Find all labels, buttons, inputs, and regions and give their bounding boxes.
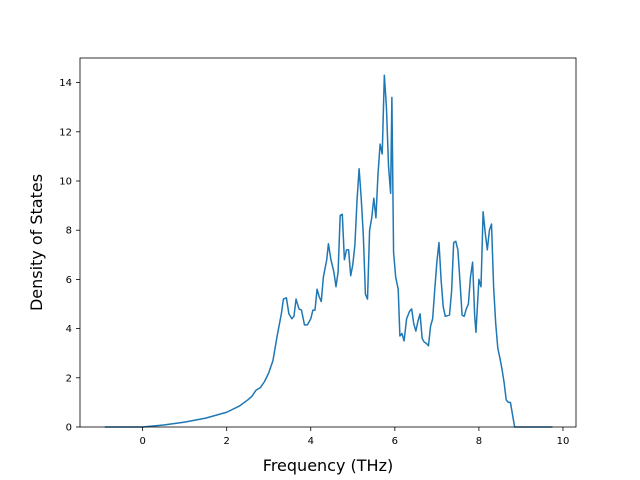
x-tick-label: 4 xyxy=(308,436,314,447)
y-tick-label: 8 xyxy=(66,226,72,237)
x-tick-label: 2 xyxy=(224,436,230,447)
y-tick-label: 0 xyxy=(66,423,72,434)
y-tick-label: 4 xyxy=(66,324,72,335)
x-tick-label: 0 xyxy=(139,436,145,447)
y-axis: 0 2 4 6 8 10 12 14 xyxy=(59,78,80,434)
plot-area xyxy=(104,74,553,428)
y-axis-title: Density of States xyxy=(27,174,46,311)
y-tick-label: 10 xyxy=(59,177,72,188)
x-axis: 0 2 4 6 8 10 xyxy=(139,427,569,447)
x-tick-label: 8 xyxy=(476,436,482,447)
y-tick-label: 14 xyxy=(59,78,72,89)
x-tick-label: 6 xyxy=(392,436,398,447)
dos-series-line xyxy=(104,74,553,428)
y-tick-label: 6 xyxy=(66,275,72,286)
x-tick-label: 10 xyxy=(557,436,570,447)
y-tick-label: 2 xyxy=(66,373,72,384)
y-tick-label: 12 xyxy=(59,127,72,138)
plot-frame xyxy=(79,57,577,428)
x-axis-title: Frequency (THz) xyxy=(263,456,393,475)
